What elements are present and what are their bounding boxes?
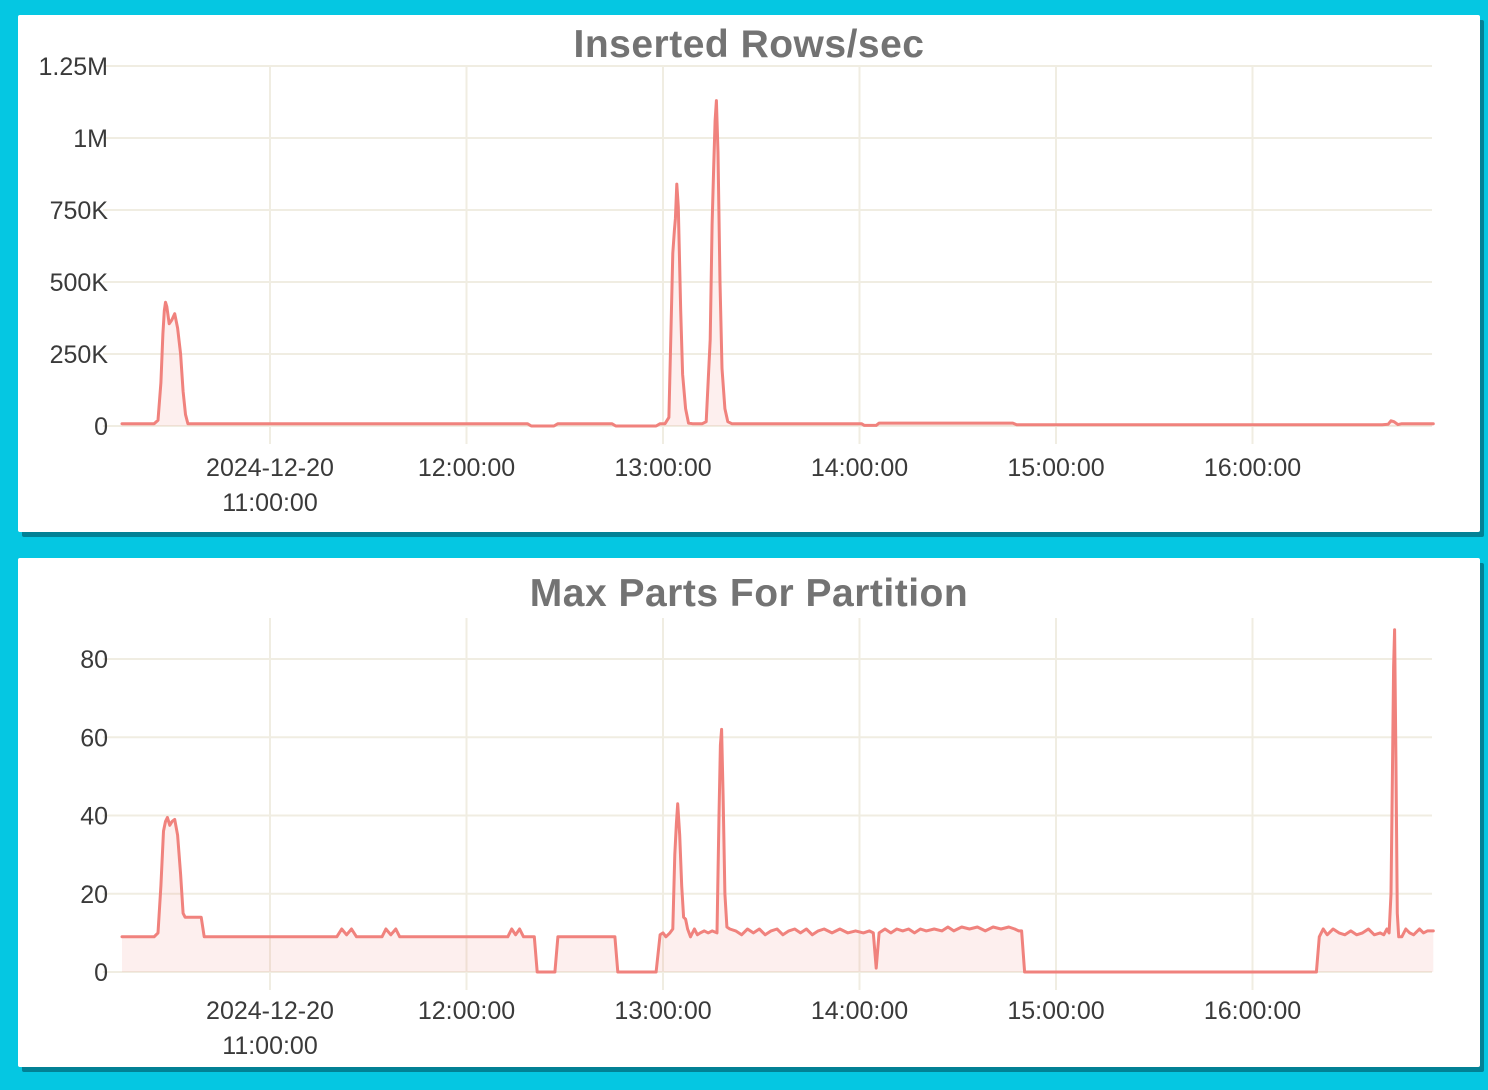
y-tick-label: 750K [50, 197, 109, 225]
y-tick-label: 80 [80, 646, 108, 674]
x-tick-label: 16:00:00 [1204, 997, 1301, 1025]
y-tick-label: 250K [50, 341, 109, 369]
series-line [120, 99, 1435, 428]
area-chart-inserted-rows-sec: 2024-12-20 11:00:00 12:00:00 13:00:00 14:00:… [39, 53, 1435, 517]
x-tick-label: 2024-12-20 [206, 454, 334, 482]
x-tick-label: 2024-12-20 [206, 997, 334, 1025]
series-line [120, 628, 1435, 974]
y-tick-label: 0 [94, 413, 108, 441]
x-tick-label: 12:00:00 [418, 997, 515, 1025]
x-tick-label: 11:00:00 [222, 1032, 317, 1060]
y-tick-label: 1.25M [39, 53, 108, 81]
x-tick-label: 15:00:00 [1007, 454, 1104, 482]
chart-panel-max-parts-for-partition: Max Parts For Partition 2024-12-20 11:00:… [18, 558, 1480, 1067]
y-tick-label: 20 [80, 881, 108, 909]
y-tick-label: 40 [80, 803, 108, 831]
y-tick-label: 60 [80, 724, 108, 752]
y-tick-label: 500K [50, 269, 109, 297]
x-tick-label: 12:00:00 [418, 454, 515, 482]
x-tick-label: 15:00:00 [1007, 997, 1104, 1025]
y-tick-label: 1M [73, 125, 108, 153]
chart-panel-inserted-rows-sec: Inserted Rows/sec 2024-12-20 11:00:00 12:0… [18, 15, 1480, 532]
series-area [122, 629, 1434, 972]
area-chart-max-parts-for-partition: 2024-12-20 11:00:00 12:00:00 13:00:00 14:00:… [80, 618, 1435, 1060]
x-tick-label: 14:00:00 [811, 997, 908, 1025]
x-tick-label: 16:00:00 [1204, 454, 1301, 482]
x-tick-label: 11:00:00 [222, 489, 317, 517]
x-tick-label: 13:00:00 [614, 454, 711, 482]
x-tick-label: 14:00:00 [811, 454, 908, 482]
series-area [122, 100, 1434, 426]
x-tick-label: 13:00:00 [614, 997, 711, 1025]
y-tick-label: 0 [94, 959, 108, 987]
